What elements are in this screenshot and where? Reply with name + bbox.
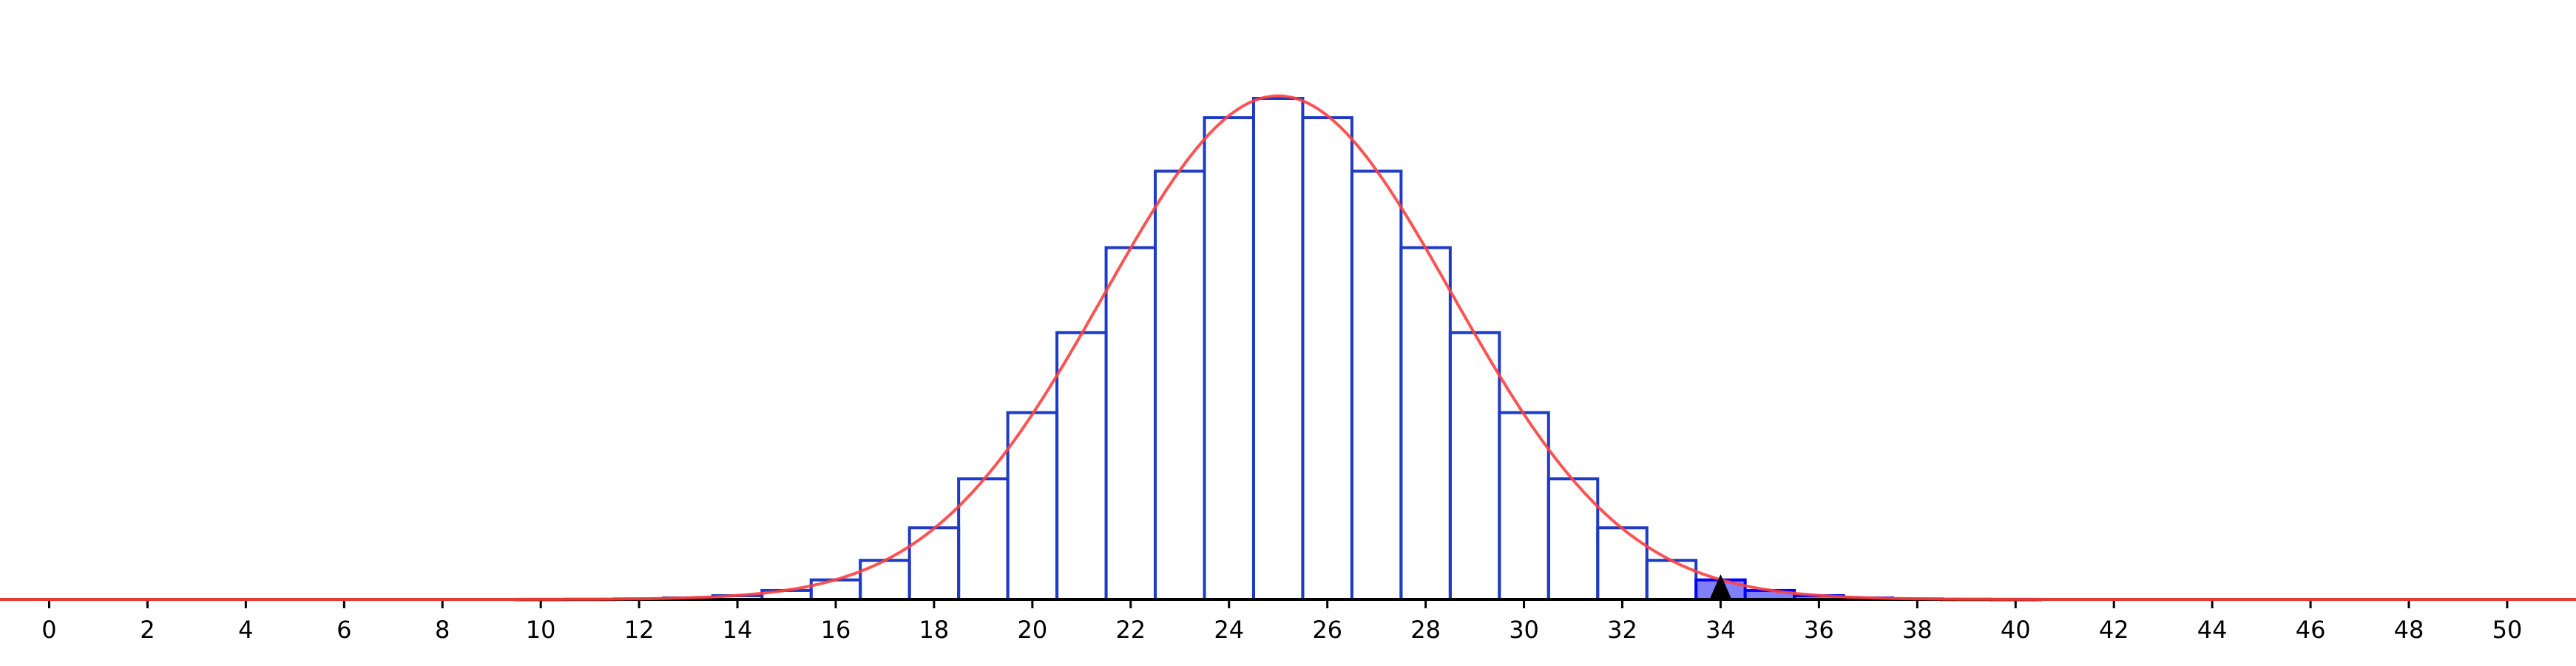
- x-tick-label: 14: [723, 616, 753, 644]
- histogram-bar-33: [1645, 559, 1698, 601]
- histogram-bar-25: [1251, 97, 1305, 601]
- histogram-bar-26: [1301, 116, 1353, 602]
- histogram-bar-23: [1154, 169, 1206, 602]
- histogram-bar-32: [1596, 526, 1649, 601]
- x-ticks-group: 0 2 4 6 8 10 12 14 16 18 20 22 24 26 28 30 32 34 36 38 40 42 4…: [41, 599, 2522, 644]
- histogram-bar-22: [1104, 246, 1157, 601]
- histogram-bar-29: [1448, 331, 1501, 601]
- x-tick-label: 26: [1312, 616, 1342, 644]
- x-tick-label: 28: [1410, 616, 1441, 644]
- x-tick-label: 30: [1509, 616, 1539, 644]
- x-tick-label: 6: [337, 616, 351, 644]
- x-tick-label: 8: [435, 616, 450, 644]
- histogram-bar-27: [1350, 169, 1403, 602]
- x-tick-label: 16: [821, 616, 851, 644]
- x-tick-label: 4: [238, 616, 253, 644]
- x-tick-label: 20: [1017, 616, 1047, 644]
- x-tick-label: 46: [2296, 616, 2326, 644]
- x-tick-label: 48: [2394, 616, 2424, 644]
- x-tick-label: 0: [41, 616, 56, 644]
- x-tick-label: 22: [1115, 616, 1146, 644]
- x-tick-label: 42: [2099, 616, 2129, 644]
- histogram-bar-21: [1055, 331, 1108, 601]
- x-tick-label: 24: [1214, 616, 1244, 644]
- x-tick-label: 34: [1705, 616, 1736, 644]
- x-tick-label: 18: [919, 616, 950, 644]
- histogram-bar-18: [907, 526, 961, 601]
- x-tick-label: 38: [1902, 616, 1933, 644]
- x-tick-label: 36: [1804, 616, 1834, 644]
- histogram-bar-24: [1203, 116, 1255, 602]
- x-tick-label: 12: [624, 616, 655, 644]
- bars-group: [514, 97, 2042, 602]
- x-tick-label: 2: [140, 616, 155, 644]
- normal-curve: [0, 94, 2576, 601]
- histogram-bar-28: [1399, 246, 1452, 601]
- x-tick-label: 40: [2001, 616, 2031, 644]
- x-tick-label: 50: [2492, 616, 2523, 644]
- x-tick-label: 44: [2197, 616, 2228, 644]
- histogram-bar-17: [859, 559, 911, 601]
- marker-triangle-icon[interactable]: [1709, 574, 1732, 599]
- x-tick-label: 10: [526, 616, 556, 644]
- x-tick-label: 32: [1607, 616, 1637, 644]
